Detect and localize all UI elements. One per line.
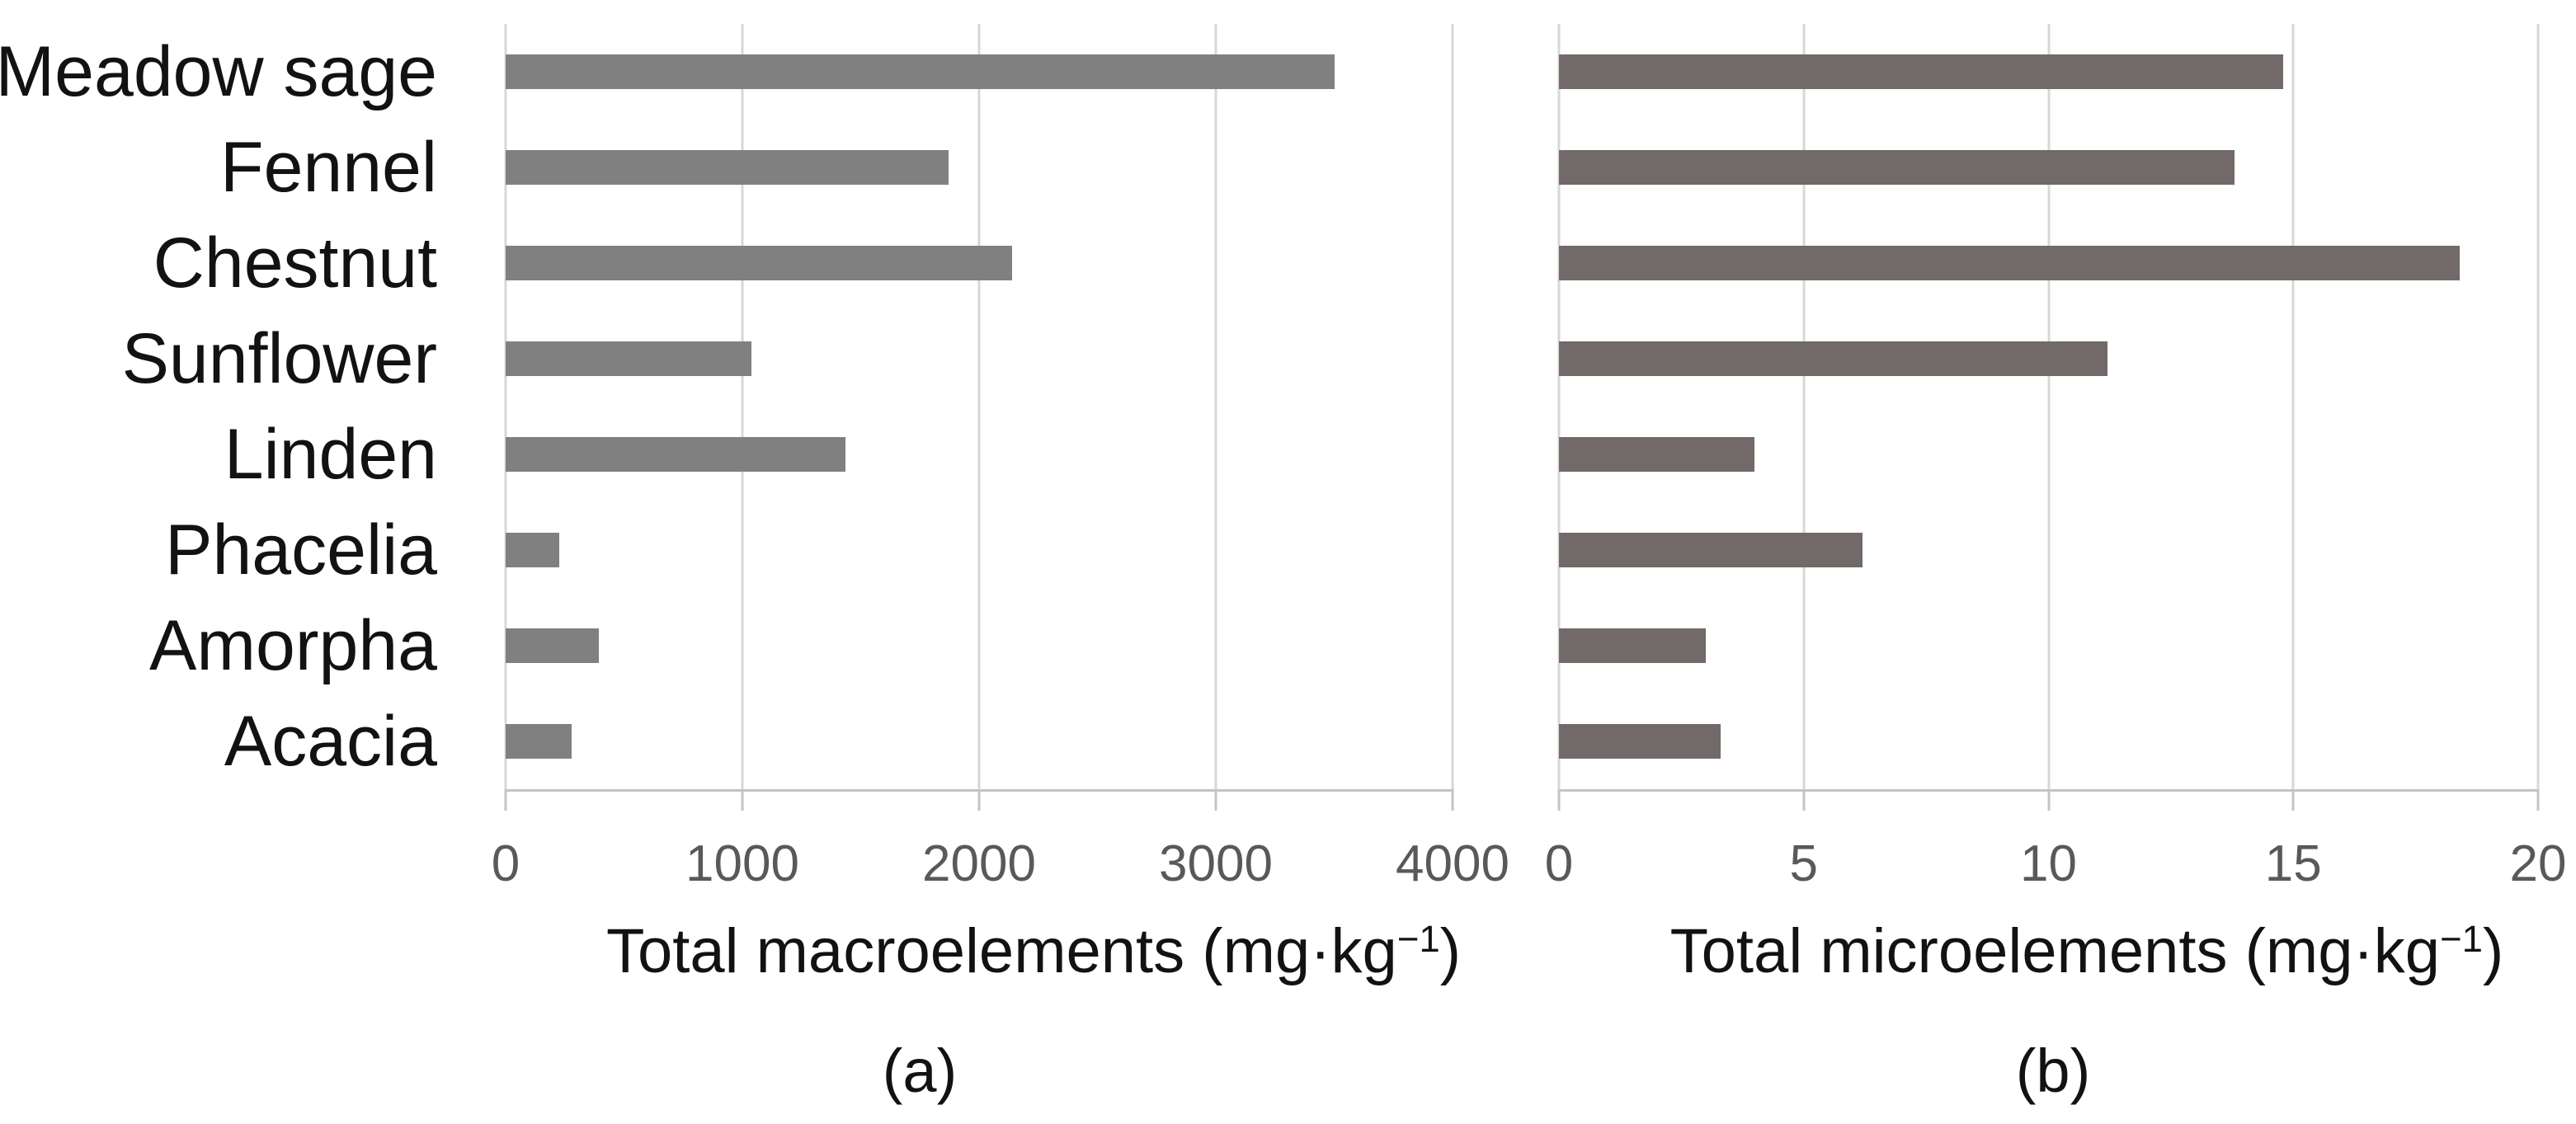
x-axis-tick-label: 20 (2509, 835, 2567, 892)
gridline (977, 24, 981, 789)
axis-title-superscript: −1 (2440, 917, 2484, 960)
tick-mark (2047, 789, 2050, 811)
axis-title-text: Total macroelements (mg·kg (605, 916, 1397, 986)
bar-meadow-sage (1559, 54, 2284, 89)
bar-phacelia (506, 533, 559, 567)
axis-title-close-paren: ) (2483, 916, 2504, 986)
category-label-fennel: Fennel (220, 127, 437, 207)
category-labels-column: Meadow sage Fennel Chestnut Sunflower Linden… (0, 24, 437, 789)
bar-chestnut (1559, 246, 2461, 280)
x-axis-tick-label: 2000 (922, 835, 1036, 892)
x-axis-tick-label: 5 (1789, 835, 1818, 892)
axis-title-superscript: −1 (1396, 917, 1440, 960)
x-axis-tick-label: 4000 (1396, 835, 1509, 892)
gridline (2047, 24, 2050, 789)
bar-meadow-sage (506, 54, 1335, 89)
axis-title-close-paren: ) (1439, 916, 1462, 986)
x-axis-tick-label: 3000 (1159, 835, 1273, 892)
category-label-meadow-sage: Meadow sage (0, 31, 437, 111)
gridline (741, 24, 744, 789)
gridline (2291, 24, 2295, 789)
category-label-acacia: Acacia (224, 701, 437, 781)
bar-amorpha (506, 628, 600, 663)
bar-linden (1559, 437, 1755, 472)
axis-title-text: Total microelements (mg·kg (1669, 916, 2441, 986)
tick-mark (1557, 789, 1561, 811)
category-label-chestnut: Chestnut (153, 223, 437, 303)
plot-area-microelements (1557, 24, 2540, 811)
gridline (1802, 24, 1806, 789)
tick-mark (741, 789, 744, 811)
x-axis-tick-label: 1000 (685, 835, 799, 892)
panel-caption-b: (b) (2015, 1037, 2091, 1105)
x-axis-tick-label: 0 (1544, 835, 1574, 892)
x-axis-tick-label: 0 (491, 835, 520, 892)
gridline (2536, 24, 2540, 789)
x-axis-title-macroelements: Total macroelements (mg·kg−1) (606, 915, 1461, 987)
x-axis-tick-label: 10 (2020, 835, 2077, 892)
category-label-phacelia: Phacelia (165, 510, 437, 590)
panel-caption-a: (a) (882, 1037, 958, 1105)
tick-mark (504, 789, 507, 811)
category-label-amorpha: Amorpha (149, 605, 437, 685)
tick-mark (2536, 789, 2540, 811)
x-axis-ticks-macroelements: 0 1000 2000 3000 4000 (492, 835, 1509, 894)
bar-acacia (1559, 724, 1721, 759)
category-label-linden: Linden (224, 414, 437, 494)
gridline (504, 24, 507, 789)
bar-fennel (506, 150, 949, 185)
gridline (1557, 24, 1561, 789)
gridline (1451, 24, 1454, 789)
tick-mark (1802, 789, 1806, 811)
gridline (1214, 24, 1217, 789)
bar-amorpha (1559, 628, 1707, 663)
bar-phacelia (1559, 533, 1863, 567)
x-axis-ticks-microelements: 0 5 10 15 20 (1545, 835, 2567, 894)
x-axis-title-microelements: Total microelements (mg·kg−1) (1670, 915, 2504, 987)
bar-linden (506, 437, 845, 472)
tick-mark (1451, 789, 1454, 811)
bar-chestnut (506, 246, 1013, 280)
tick-mark (1214, 789, 1217, 811)
bar-sunflower (506, 341, 752, 376)
tick-mark (2291, 789, 2295, 811)
x-axis-tick-label: 15 (2264, 835, 2322, 892)
category-label-sunflower: Sunflower (121, 318, 437, 398)
tick-mark (977, 789, 981, 811)
plot-area-macroelements (504, 24, 1454, 811)
bar-fennel (1559, 150, 2235, 185)
bar-sunflower (1559, 341, 2107, 376)
bar-acacia (506, 724, 572, 759)
